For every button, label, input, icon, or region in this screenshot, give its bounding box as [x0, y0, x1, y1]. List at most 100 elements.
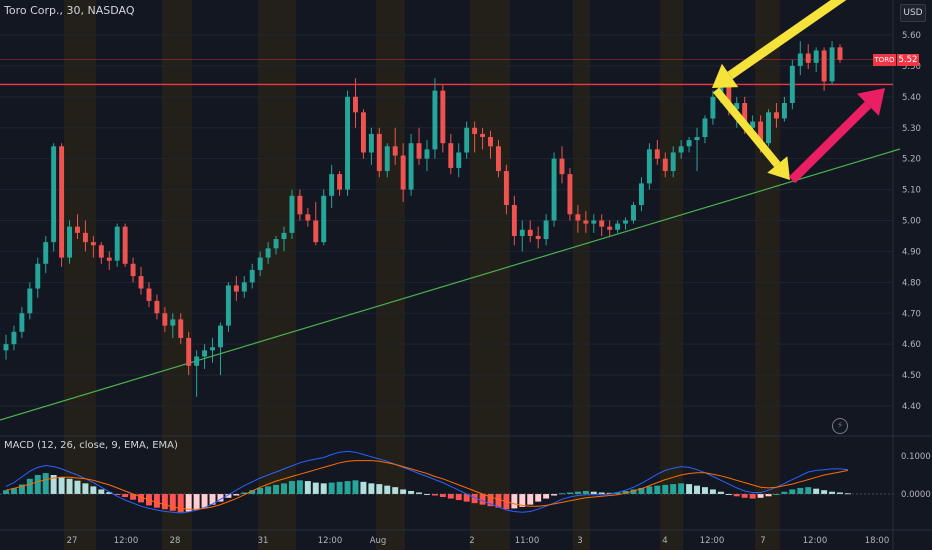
candle-body — [297, 195, 303, 215]
candle-body — [710, 96, 716, 119]
currency-button[interactable]: USD — [900, 4, 926, 22]
candle-body — [813, 50, 819, 63]
candle-body — [615, 223, 621, 230]
candle-body — [82, 232, 88, 243]
symbol-title[interactable]: Toro Corp., 30, NASDAQ — [4, 4, 135, 17]
macd-histogram-bar — [233, 494, 240, 496]
price-tick-label: 5.00 — [902, 217, 921, 227]
macd-histogram-bar — [225, 494, 232, 498]
candle-body — [11, 331, 17, 345]
candle-body — [90, 242, 96, 246]
candle-body — [773, 112, 779, 119]
macd-histogram-bar — [58, 476, 65, 494]
macd-histogram-bar — [654, 485, 661, 494]
macd-histogram-bar — [392, 487, 399, 494]
time-tick-label: 18:00 — [865, 536, 890, 546]
macd-histogram-bar — [686, 484, 693, 494]
macd-histogram-bar — [344, 481, 351, 494]
time-tick-label: 2 — [469, 536, 474, 546]
candle-body — [19, 313, 25, 332]
candle-body — [527, 229, 533, 236]
macd-histogram-bar — [725, 494, 732, 495]
candle-body — [829, 47, 835, 82]
candle-body — [321, 195, 327, 243]
macd-histogram-bar — [606, 492, 613, 494]
candle-body — [122, 226, 128, 264]
candle-body — [337, 174, 343, 190]
price-tick-label: 4.50 — [902, 371, 921, 381]
macd-histogram-bar — [18, 484, 25, 494]
session-band — [660, 0, 683, 550]
macd-histogram-bar — [749, 494, 756, 499]
candle-body — [805, 53, 811, 63]
candle-body — [154, 300, 160, 314]
macd-indicator-label[interactable]: MACD (12, 26, close, 9, EMA, EMA) — [4, 440, 178, 451]
time-tick-label: 12:00 — [114, 536, 139, 546]
macd-histogram-bar — [662, 484, 669, 494]
macd-histogram-bar — [543, 494, 550, 499]
candle-body — [495, 146, 501, 172]
candle-body — [583, 220, 589, 224]
macd-histogram-bar — [797, 487, 804, 494]
price-tick-label: 5.40 — [902, 93, 921, 103]
candle-body — [249, 269, 255, 283]
candle-body — [3, 344, 9, 351]
price-tick-label: 5.10 — [902, 186, 921, 196]
candle-body — [368, 133, 374, 153]
macd-histogram-bar — [455, 494, 462, 501]
candle-body — [257, 257, 263, 270]
candle-body — [353, 96, 358, 113]
macd-histogram-bar — [249, 490, 256, 494]
macd-histogram-bar — [161, 494, 168, 510]
arrow-shaft — [727, 0, 847, 80]
session-band — [376, 0, 405, 550]
macd-histogram-bar — [288, 481, 295, 494]
candle-body — [345, 96, 351, 190]
candle-body — [289, 195, 295, 233]
lightning-icon[interactable]: ⚡ — [832, 418, 848, 434]
macd-tick-label: 0.0000 — [901, 490, 931, 500]
macd-histogram-bar — [400, 489, 407, 494]
candle-body — [217, 325, 223, 348]
candle-body — [225, 285, 231, 326]
session-band — [162, 0, 192, 550]
macd-histogram-bar — [535, 494, 542, 502]
price-tick-label: 5.30 — [902, 124, 921, 134]
arrow-head — [712, 63, 739, 88]
macd-histogram-bar — [408, 490, 415, 494]
candle-body — [448, 143, 454, 168]
macd-histogram-bar — [495, 494, 502, 508]
macd-histogram-bar — [82, 483, 89, 494]
macd-histogram-bar — [320, 483, 327, 494]
candle-body — [567, 174, 573, 215]
candle-body — [662, 158, 668, 172]
price-tick-label: 5.20 — [902, 155, 921, 165]
macd-histogram-bar — [773, 494, 780, 495]
macd-histogram-bar — [336, 481, 343, 494]
time-tick-label: 7 — [760, 536, 765, 546]
candle-body — [638, 183, 644, 206]
macd-histogram-bar — [209, 494, 216, 505]
arrow-head — [767, 156, 790, 180]
candle-body — [623, 220, 629, 224]
candle-body — [821, 50, 827, 82]
macd-histogram-bar — [439, 494, 446, 498]
price-tick-label: 4.80 — [902, 278, 921, 288]
candle-body — [480, 133, 486, 138]
macd-tick-label: 0.1000 — [901, 452, 931, 462]
macd-histogram-bar — [614, 492, 621, 494]
candle-body — [202, 350, 208, 357]
candle-body — [607, 226, 613, 230]
candle-body — [591, 220, 597, 224]
macd-histogram-bar — [837, 492, 843, 494]
macd-histogram-bar — [10, 488, 17, 494]
macd-histogram-bar — [622, 490, 629, 494]
macd-histogram-bar — [566, 492, 573, 494]
candle-body — [265, 248, 271, 258]
arrow-shaft — [712, 87, 781, 168]
candle-body — [233, 285, 239, 292]
macd-histogram-bar — [296, 480, 303, 494]
macd-histogram-bar — [598, 492, 605, 494]
macd-histogram-bar — [709, 489, 716, 494]
